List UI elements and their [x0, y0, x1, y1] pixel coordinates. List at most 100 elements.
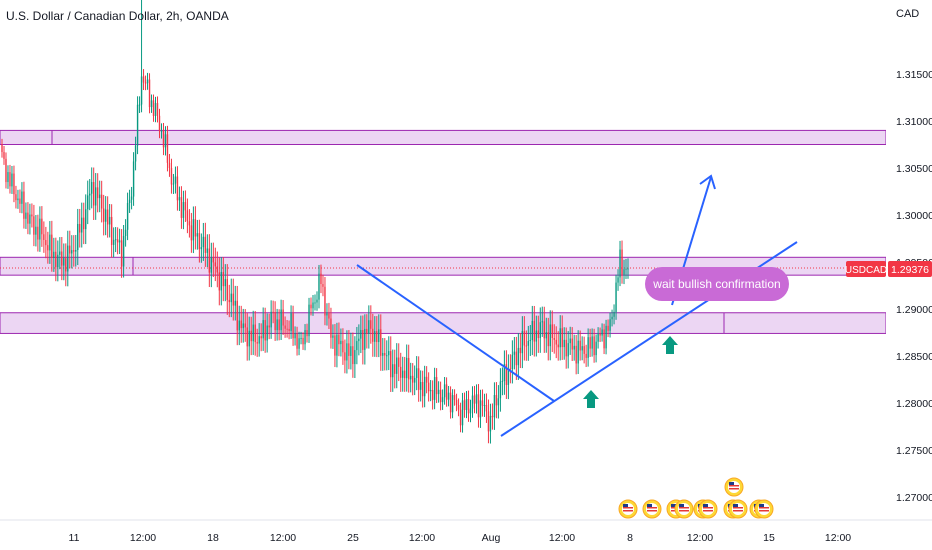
flag-stripe-icon [703, 510, 713, 512]
candle-body [138, 104, 141, 106]
candle-body [443, 384, 446, 398]
candle-body [208, 248, 211, 273]
flag-canton-icon [647, 504, 652, 507]
candle-body [128, 199, 131, 203]
candle-body [597, 334, 599, 342]
candle-body [65, 258, 67, 272]
candle-body [198, 233, 201, 250]
candle-body [374, 331, 376, 342]
candle-body [411, 375, 414, 383]
candle-body [202, 236, 205, 248]
candle-body [164, 134, 167, 148]
x-tick-label: 12:00 [549, 532, 575, 544]
candle-body [316, 299, 318, 303]
candle-body [577, 340, 579, 364]
flag-stripe-icon [647, 510, 657, 512]
descending-trendline[interactable] [356, 264, 555, 402]
candle-body [81, 217, 83, 233]
economic-events[interactable] [618, 477, 774, 519]
candle-body [49, 234, 51, 251]
candle-body [67, 245, 69, 272]
candle-body [487, 411, 490, 432]
candle-body [252, 324, 254, 342]
annotation-bubble[interactable] [645, 267, 789, 301]
candle-body [23, 191, 25, 219]
candle-body [272, 311, 274, 313]
candle-body [33, 216, 35, 235]
candle-body [304, 330, 306, 345]
candle-body [158, 115, 161, 132]
candle-body [581, 346, 583, 351]
candle-body [409, 375, 412, 380]
candle-body [348, 343, 350, 356]
candle-body [162, 130, 165, 148]
candle-body [35, 226, 37, 235]
candle-body [527, 340, 530, 346]
candle-body [126, 202, 129, 230]
candle-body [481, 400, 484, 406]
candle-body [615, 282, 617, 312]
time-axis-labels: 11 12:00 18 12:00 25 12:00 Aug 12:00 8 12:00 15 12:… [69, 532, 852, 544]
candle-body [511, 354, 514, 369]
x-tick-label: 12:00 [270, 532, 296, 544]
candle-body [244, 323, 246, 328]
candle-body [300, 337, 302, 339]
candle-body [585, 353, 587, 358]
candle-body [509, 368, 512, 370]
candle-body [583, 346, 585, 354]
candle-body [168, 162, 171, 168]
candle-body [228, 299, 230, 303]
y-tick-label: 1.31000 [896, 116, 932, 128]
candle-body [551, 324, 553, 339]
candle-body [336, 334, 338, 356]
candle-body [501, 380, 504, 382]
candle-body [609, 319, 611, 331]
x-tick-label: 18 [207, 532, 219, 544]
candle-body [218, 272, 221, 291]
candle-body [449, 392, 452, 413]
candle-body [388, 351, 390, 356]
x-tick-label: 12:00 [687, 532, 713, 544]
candle-body [465, 399, 468, 411]
candle-body [53, 251, 55, 258]
candle-body [150, 100, 153, 108]
candle-body [491, 415, 494, 418]
candle-body [408, 357, 410, 380]
zone-1[interactable] [0, 129, 887, 145]
candle-body [625, 268, 627, 270]
candle-body [43, 234, 45, 240]
candle-body [180, 197, 183, 218]
candle-body [553, 338, 555, 340]
candle-body [571, 338, 573, 350]
candle-body [579, 340, 581, 351]
candle-body [276, 319, 278, 331]
symbol-tag [846, 261, 886, 277]
candle-body [7, 172, 9, 183]
candle-body [439, 389, 442, 403]
candle-body [15, 194, 17, 201]
candle-body [112, 239, 115, 245]
candle-body [392, 364, 394, 378]
candle-body [73, 250, 75, 252]
candle-body [591, 336, 593, 349]
candle-body [214, 262, 217, 267]
candle-body [110, 216, 113, 245]
candle-body [587, 337, 589, 358]
candle-body [19, 198, 21, 204]
zone-3[interactable] [0, 312, 887, 334]
candle-body [332, 335, 334, 338]
candle-body [89, 193, 91, 196]
candle-body [238, 320, 240, 331]
candle-body [547, 332, 549, 347]
candle-body [356, 341, 358, 351]
candle-body [98, 194, 101, 199]
flag-canton-icon [679, 504, 684, 507]
candle-body [188, 221, 191, 226]
candle-body [310, 304, 312, 309]
candle-body [124, 229, 127, 236]
candle-body [567, 343, 569, 357]
candle-body [461, 400, 464, 426]
candle-body [493, 395, 496, 418]
candle-body [144, 82, 147, 84]
